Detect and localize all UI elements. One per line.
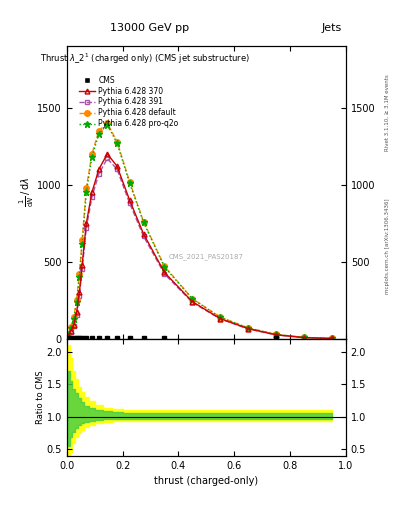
X-axis label: thrust (charged-only): thrust (charged-only)	[154, 476, 258, 486]
Text: Rivet 3.1.10, ≥ 3.1M events: Rivet 3.1.10, ≥ 3.1M events	[385, 74, 389, 151]
Text: 13000 GeV pp: 13000 GeV pp	[110, 23, 189, 33]
Text: CMS_2021_PAS20187: CMS_2021_PAS20187	[169, 253, 244, 260]
Legend: CMS, Pythia 6.428 370, Pythia 6.428 391, Pythia 6.428 default, Pythia 6.428 pro-: CMS, Pythia 6.428 370, Pythia 6.428 391,…	[76, 73, 181, 131]
Text: mcplots.cern.ch [arXiv:1306.3436]: mcplots.cern.ch [arXiv:1306.3436]	[385, 198, 389, 293]
Text: Thrust $\lambda\_2^1$ (charged only) (CMS jet substructure): Thrust $\lambda\_2^1$ (charged only) (CM…	[40, 52, 250, 67]
Text: Jets: Jets	[321, 23, 342, 33]
Y-axis label: $\frac{1}{\mathrm{d}N}\,/\,\mathrm{d}\lambda$: $\frac{1}{\mathrm{d}N}\,/\,\mathrm{d}\la…	[18, 177, 36, 207]
Y-axis label: Ratio to CMS: Ratio to CMS	[36, 370, 45, 424]
